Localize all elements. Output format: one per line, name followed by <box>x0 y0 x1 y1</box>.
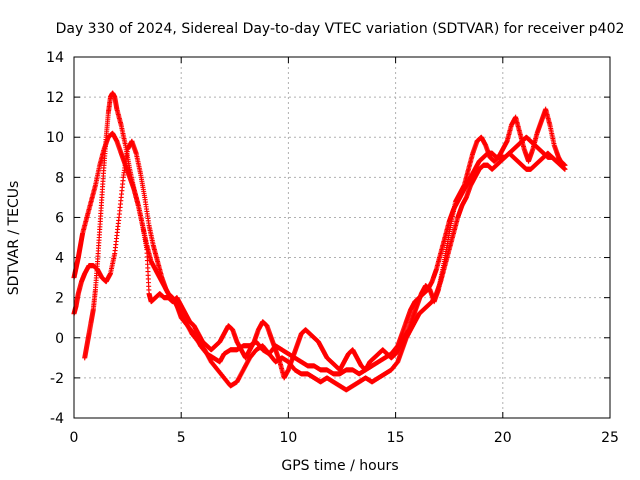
y-tick-label: 8 <box>55 170 64 186</box>
x-tick-label: 10 <box>279 430 297 446</box>
data-point <box>560 162 566 168</box>
plot-frame <box>73 56 611 419</box>
x-tick-label: 15 <box>387 430 405 446</box>
y-tick-label: -2 <box>50 371 64 387</box>
x-tick-label: 5 <box>177 430 186 446</box>
data-points <box>71 90 568 393</box>
x-axis-label: GPS time / hours <box>281 458 398 474</box>
data-point <box>562 166 568 172</box>
chart-title: Day 330 of 2024, Sidereal Day-to-day VTE… <box>56 21 625 37</box>
x-tick-label: 25 <box>601 430 619 446</box>
y-tick-label: 10 <box>46 130 64 146</box>
y-tick-label: -4 <box>50 411 64 427</box>
series-track-c <box>82 90 566 381</box>
x-tick-label: 0 <box>70 430 79 446</box>
y-tick-label: 6 <box>55 210 64 226</box>
y-axis-label: SDTVAR / TECUs <box>6 181 22 296</box>
x-tick-label: 20 <box>494 430 512 446</box>
y-tick-label: 2 <box>55 291 64 307</box>
y-tick-label: 4 <box>55 251 64 267</box>
y-tick-label: 14 <box>46 50 64 66</box>
y-tick-label: 0 <box>55 331 64 347</box>
y-tick-label: 12 <box>46 90 64 106</box>
